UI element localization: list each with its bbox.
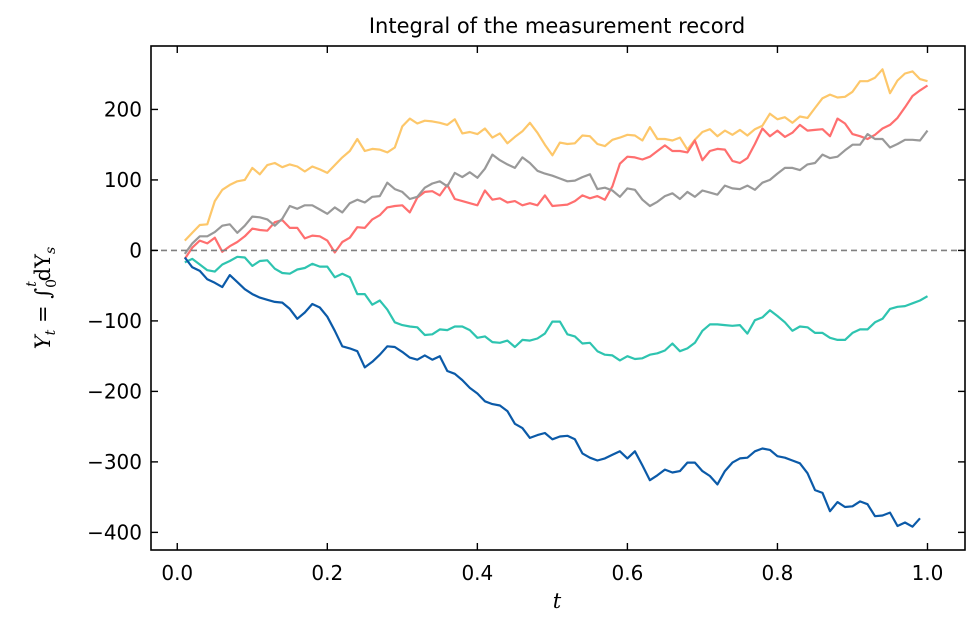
axes-frame xyxy=(150,45,966,551)
x-tick-label: 0.6 xyxy=(611,561,643,585)
series-layer xyxy=(183,68,929,528)
x-tick-label: 0.2 xyxy=(311,561,343,585)
y-tick-label: −100 xyxy=(87,309,142,333)
series-line-4 xyxy=(184,255,929,362)
y-axis-label: Yt = ∫0tdYs xyxy=(24,247,60,349)
y-tick-label: 100 xyxy=(104,168,142,192)
y-tick-label: −200 xyxy=(87,379,142,403)
x-axis-label: t xyxy=(553,589,562,613)
series-line-1 xyxy=(184,68,928,242)
y-axis: −400 −300 −200 −100 0 100 200 xyxy=(87,97,965,544)
series-line-2 xyxy=(183,84,929,260)
x-tick-label: 0.4 xyxy=(461,561,493,585)
plot-area: 0.0 0.2 0.4 0.6 0.8 1.0 −400 −300 −200 −100 0 100 2… xyxy=(87,45,966,585)
x-axis: 0.0 0.2 0.4 0.6 0.8 1.0 xyxy=(161,46,943,585)
series-line-5 xyxy=(183,256,921,528)
series-line-3 xyxy=(183,129,929,255)
x-tick-label: 1.0 xyxy=(912,561,944,585)
chart-title: Integral of the measurement record xyxy=(369,14,745,38)
y-tick-label: −300 xyxy=(87,450,142,474)
y-tick-label: 200 xyxy=(104,97,142,121)
y-tick-label: −400 xyxy=(87,520,142,544)
x-tick-label: 0.0 xyxy=(161,561,193,585)
y-tick-label: 0 xyxy=(129,238,142,262)
x-tick-label: 0.8 xyxy=(762,561,794,585)
